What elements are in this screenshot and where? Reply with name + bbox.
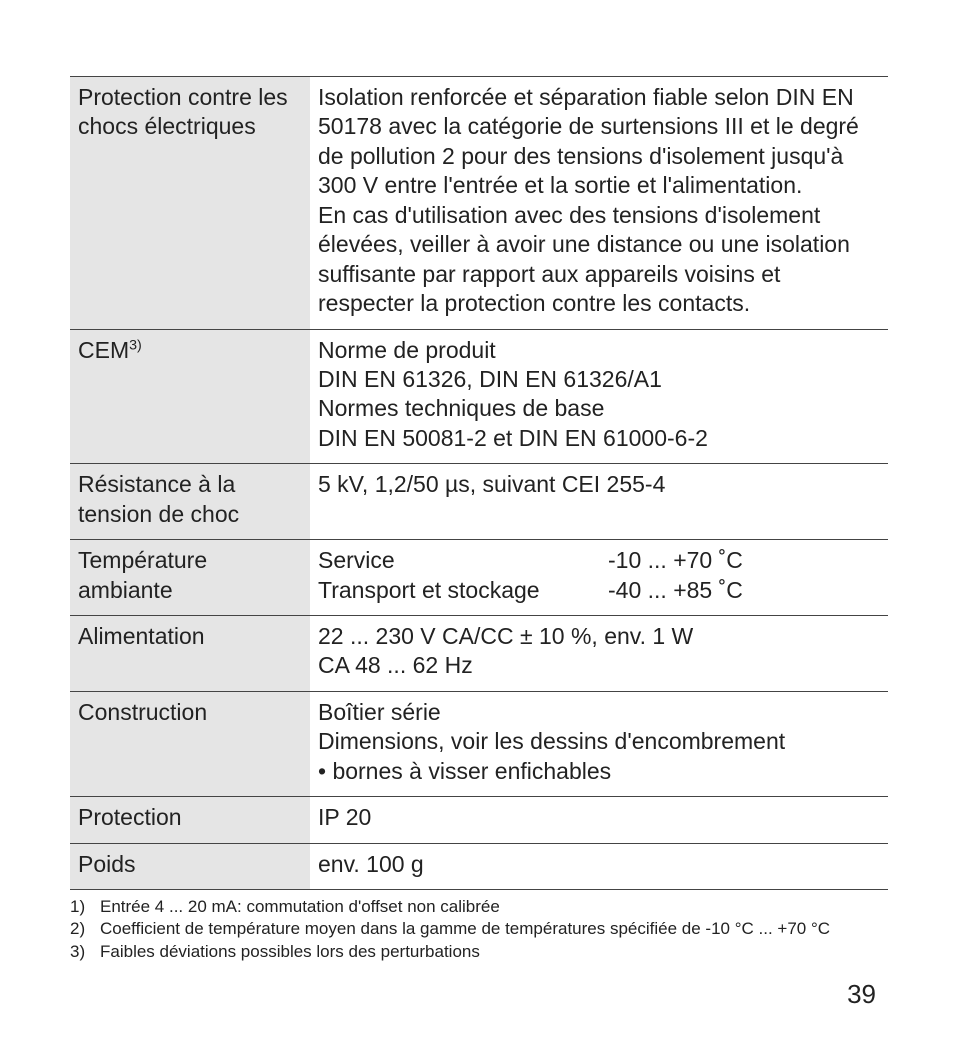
page-number: 39 [847, 979, 876, 1010]
spec-table: Protection contre les chocs électriquesI… [70, 76, 888, 890]
row-label: Protection contre les chocs électriques [70, 77, 310, 330]
table-row: Alimentation22 ... 230 V CA/CC ± 10 %, e… [70, 616, 888, 692]
row-label: Alimentation [70, 616, 310, 692]
footnote-number: 3) [70, 941, 90, 962]
table-row: Résistance à la tension de choc5 kV, 1,2… [70, 464, 888, 540]
row-label: Poids [70, 843, 310, 889]
row-value: 5 kV, 1,2/50 µs, suivant CEI 255-4 [310, 464, 888, 540]
row-label: Température ambiante [70, 540, 310, 616]
footnotes: 1) Entrée 4 ... 20 mA: commutation d'offs… [70, 896, 888, 962]
row-value: 22 ... 230 V CA/CC ± 10 %, env. 1 WCA 48… [310, 616, 888, 692]
footnote: 2) Coefficient de température moyen dans … [70, 918, 888, 939]
row-label: Protection [70, 797, 310, 843]
row-value: ServiceTransport et stockage-10 ... +70 … [310, 540, 888, 616]
row-value: env. 100 g [310, 843, 888, 889]
row-label: CEM3) [70, 329, 310, 464]
table-row: CEM3)Norme de produitDIN EN 61326, DIN E… [70, 329, 888, 464]
subcol-values: -10 ... +70 ˚C-40 ... +85 ˚C [608, 546, 743, 605]
footnote-text: Entrée 4 ... 20 mA: commutation d'offset… [100, 896, 500, 917]
row-value: Norme de produitDIN EN 61326, DIN EN 613… [310, 329, 888, 464]
footnote: 1) Entrée 4 ... 20 mA: commutation d'offs… [70, 896, 888, 917]
subcol-labels: ServiceTransport et stockage [318, 546, 608, 605]
row-value: Boîtier sérieDimensions, voir les dessin… [310, 691, 888, 796]
table-row: Température ambianteServiceTransport et … [70, 540, 888, 616]
document-page: Protection contre les chocs électriquesI… [0, 0, 954, 1050]
spec-table-body: Protection contre les chocs électriquesI… [70, 77, 888, 890]
footnote-number: 2) [70, 918, 90, 939]
row-value: IP 20 [310, 797, 888, 843]
footnote-text: Coefficient de température moyen dans la… [100, 918, 830, 939]
table-row: ConstructionBoîtier sérieDimensions, voi… [70, 691, 888, 796]
table-row: ProtectionIP 20 [70, 797, 888, 843]
row-label: Construction [70, 691, 310, 796]
footnote-text: Faibles déviations possibles lors des pe… [100, 941, 480, 962]
row-value: Isolation renforcée et séparation fiable… [310, 77, 888, 330]
footnote-number: 1) [70, 896, 90, 917]
table-row: Protection contre les chocs électriquesI… [70, 77, 888, 330]
footnote: 3) Faibles déviations possibles lors des … [70, 941, 888, 962]
row-label: Résistance à la tension de choc [70, 464, 310, 540]
table-row: Poidsenv. 100 g [70, 843, 888, 889]
